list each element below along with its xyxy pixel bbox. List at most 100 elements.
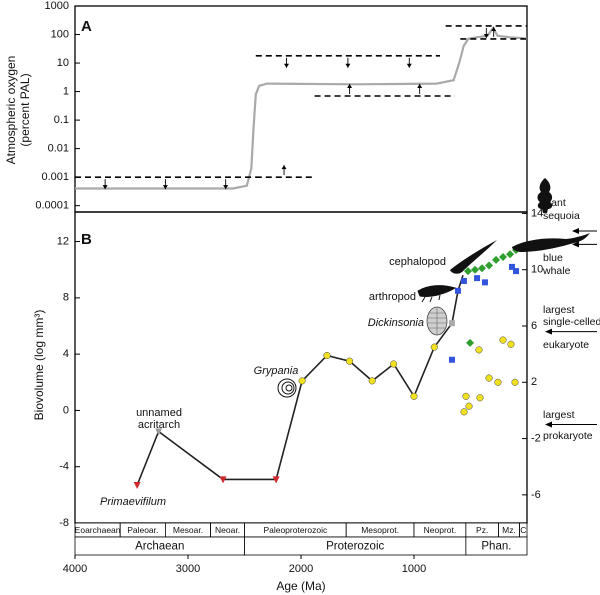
y-tick-label: 0.001: [41, 171, 69, 183]
arthropod-silhouette: [417, 285, 457, 303]
point: [494, 378, 502, 386]
x-tick-label: 3000: [176, 563, 200, 575]
reference-label: whale: [542, 265, 571, 277]
point: [460, 277, 467, 284]
point: [368, 377, 376, 385]
bound-arrowhead: [483, 33, 489, 38]
era-label: Neoprot.: [424, 525, 457, 535]
annotation: acritarch: [138, 419, 180, 431]
y-tick-label: 8: [63, 292, 69, 304]
y-tick-label: -4: [59, 461, 69, 473]
bound-arrowhead: [491, 26, 497, 31]
point: [298, 377, 306, 385]
point: [506, 250, 515, 259]
y-tick-label: 100: [51, 28, 69, 40]
x-axis-title: Age (Ma): [276, 579, 325, 593]
reference-label: largest: [543, 409, 575, 421]
annotation: arthropod: [369, 291, 416, 303]
bound-arrowhead: [406, 63, 412, 68]
annotation: unnamed: [136, 407, 182, 419]
point: [133, 482, 141, 490]
y-tick-label: 1000: [45, 0, 69, 12]
bound-arrowhead: [162, 185, 168, 190]
panel-label: B: [81, 231, 92, 248]
y-axis-title: (percent PAL): [18, 73, 32, 146]
bound-arrowhead: [345, 63, 351, 68]
y-tick-label: 0.0001: [35, 200, 69, 212]
point: [507, 340, 515, 348]
reference-arrowhead: [572, 227, 579, 234]
point: [155, 428, 163, 436]
dickinsonia-silhouette: [426, 306, 448, 336]
y2-tick-label: 10: [531, 264, 543, 276]
silhouettes: [277, 178, 590, 398]
point: [454, 287, 461, 294]
point: [499, 253, 508, 262]
point: [476, 394, 484, 402]
era-label: Paleoproterozoic: [263, 525, 328, 535]
y2-tick-label: 2: [531, 376, 537, 388]
annotation: Primaevifilum: [100, 496, 166, 508]
annotation: Dickinsonia: [368, 317, 424, 329]
annotation: cephalopod: [389, 256, 446, 268]
y-axis-title: Atmospheric oxygen: [4, 56, 18, 165]
point: [499, 336, 507, 344]
point: [390, 360, 398, 368]
eon-label: Proterozoic: [326, 541, 384, 553]
reference-label: blue: [543, 252, 563, 264]
point: [466, 338, 475, 347]
era-label: Neoar.: [215, 525, 240, 535]
point: [508, 263, 515, 270]
y-tick-label: 0: [63, 404, 69, 416]
era-label: C: [520, 525, 526, 535]
y-tick-label: 1: [63, 85, 69, 97]
x-tick-label: 4000: [63, 563, 87, 575]
era-label: Pz.: [476, 525, 488, 535]
sequoia-silhouette: [537, 178, 553, 213]
reference-label: prokaryote: [543, 430, 593, 442]
y2-tick-label: 14: [531, 207, 543, 219]
x-tick-label: 1000: [402, 563, 426, 575]
reference-label: sequoia: [543, 210, 580, 222]
point: [430, 343, 438, 351]
y2-tick-label: 6: [531, 320, 537, 332]
max-size-line: [136, 275, 464, 486]
point: [485, 261, 494, 270]
point: [219, 476, 227, 484]
reference-label: single-celled: [543, 316, 600, 328]
era-label: Mesoprot.: [361, 525, 399, 535]
point: [492, 255, 501, 264]
reference-label: eukaryote: [543, 339, 589, 351]
point: [471, 265, 480, 274]
point: [478, 264, 487, 273]
point: [272, 476, 280, 484]
y2-tick-label: -6: [531, 489, 541, 501]
point: [475, 346, 483, 354]
reference-arrowhead: [545, 328, 552, 335]
era-label: Mz.: [502, 525, 516, 535]
bound-arrowhead: [347, 83, 353, 88]
panel-label: A: [81, 18, 92, 35]
point: [346, 357, 354, 365]
point: [462, 392, 470, 400]
y-tick-label: -8: [59, 517, 69, 529]
eon-label: Phan.: [481, 541, 511, 553]
x-tick-label: 2000: [289, 563, 313, 575]
point: [465, 402, 473, 410]
eon-box: [465, 536, 528, 556]
cephalopod-silhouette: [450, 240, 497, 274]
y-tick-label: 0.01: [48, 143, 69, 155]
point: [448, 320, 455, 327]
bound-arrowhead: [417, 83, 423, 88]
grypania-silhouette: [277, 378, 297, 398]
era-label: Eoarchaean: [75, 525, 121, 535]
whale-silhouette: [512, 233, 590, 252]
panel-frame: [74, 211, 528, 524]
y-axis-title: Biovolume (log mm³): [32, 310, 46, 421]
point: [464, 267, 473, 276]
annotation: Grypania: [254, 365, 299, 377]
point: [485, 374, 493, 382]
reference-arrowhead: [572, 241, 579, 248]
